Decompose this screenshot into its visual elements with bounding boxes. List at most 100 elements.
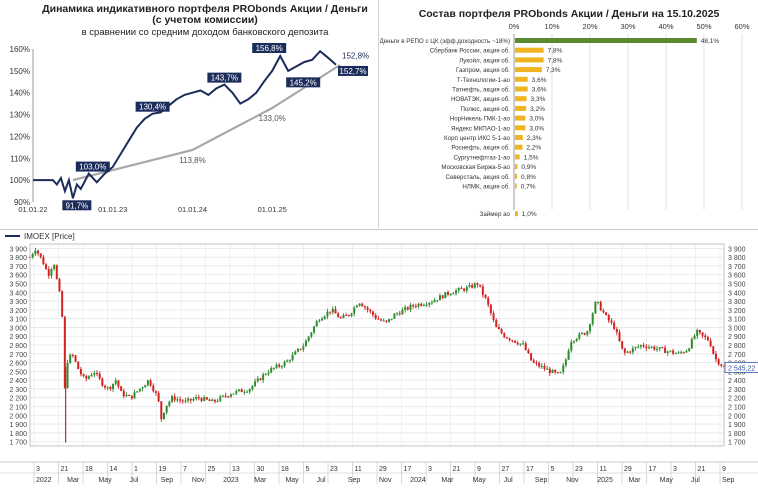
chart3-candle-body bbox=[256, 378, 259, 382]
chart3-candle-body bbox=[63, 316, 66, 388]
chart3-candle-body bbox=[430, 302, 433, 304]
chart2-bar bbox=[515, 105, 527, 111]
chart2-value-label: 1,0% bbox=[522, 211, 537, 218]
chart3-candle-body bbox=[656, 348, 659, 350]
chart3-candle-body bbox=[473, 283, 476, 288]
chart3-y-tick-right: 2 200 bbox=[728, 396, 746, 403]
chart3-candle-body bbox=[650, 346, 653, 348]
chart1-x-tick: 01.01.23 bbox=[98, 205, 127, 214]
chart3-candle-body bbox=[189, 398, 192, 401]
chart3-candle-body bbox=[79, 368, 82, 375]
chart3-candle-body bbox=[213, 399, 216, 402]
chart3-candle-body bbox=[278, 364, 281, 367]
chart3-candle-body bbox=[288, 360, 291, 362]
chart3-candle-body bbox=[396, 313, 399, 315]
chart3-candle-body bbox=[530, 353, 533, 361]
chart3-candle-body bbox=[313, 326, 316, 333]
chart3-candle-body bbox=[519, 343, 522, 345]
chart3-candle-body bbox=[144, 385, 147, 388]
chart3-candle-body bbox=[224, 395, 227, 397]
chart2-bar-row: Лукойл, акция об. 7,8% bbox=[459, 57, 563, 64]
chart3-time-label-top: 3 bbox=[673, 466, 677, 473]
chart3-time-label-top: 21 bbox=[453, 466, 461, 473]
chart3-time-label-top: 29 bbox=[379, 466, 387, 473]
chart2-x-tick: 10% bbox=[544, 22, 559, 31]
chart3-candle-body bbox=[42, 257, 45, 265]
chart2-x-tick: 30% bbox=[620, 22, 635, 31]
chart3-candle-body bbox=[208, 399, 211, 402]
chart1-y-tick: 100% bbox=[10, 176, 30, 185]
chart3-candle-body bbox=[505, 337, 508, 339]
chart2-value-label: 2,3% bbox=[527, 135, 542, 142]
chart3-candle-body bbox=[377, 318, 380, 320]
chart3-time-label-top: 17 bbox=[526, 466, 534, 473]
chart3-candle-body bbox=[674, 353, 677, 355]
chart3-candle-body bbox=[154, 391, 157, 393]
chart1-x-tick: 01.01.24 bbox=[178, 205, 207, 214]
chart3-y-tick-right: 2 400 bbox=[728, 378, 746, 385]
chart3-candle-body bbox=[235, 390, 238, 394]
chart3-time-label-bottom: 2025 bbox=[597, 477, 613, 484]
chart2-value-label: 2,2% bbox=[526, 145, 541, 152]
chart3-candle-body bbox=[489, 304, 492, 314]
portfolio-dynamics-chart: Динамика индикативного портфеля PRObonds… bbox=[0, 0, 379, 228]
chart3-candle-body bbox=[500, 329, 503, 334]
chart3-candle-body bbox=[345, 315, 348, 317]
chart2-x-tick: 40% bbox=[658, 22, 673, 31]
chart3-time-label-top: 13 bbox=[232, 466, 240, 473]
chart2-bar bbox=[515, 183, 517, 189]
chart2-category-label: НЛМК, акция об. bbox=[462, 184, 510, 191]
chart3-candle-body bbox=[283, 361, 286, 367]
chart3-candle-body bbox=[591, 313, 594, 325]
portfolio-dynamics-svg: Динамика индикативного портфеля PRObonds… bbox=[10, 3, 370, 214]
chart3-candle-body bbox=[77, 361, 80, 369]
chart2-bar bbox=[515, 86, 528, 92]
chart3-y-tick-left: 2 400 bbox=[9, 378, 27, 385]
chart3-time-label-top: 25 bbox=[208, 466, 216, 473]
chart1-title-line2: (с учетом комиссии) bbox=[152, 14, 258, 26]
chart2-value-label: 1,5% bbox=[524, 154, 539, 161]
chart3-candle-body bbox=[414, 306, 417, 308]
chart3-time-label-bottom: Mar bbox=[628, 477, 641, 484]
chart2-value-label: 0,9% bbox=[521, 164, 536, 171]
chart2-x-tick: 20% bbox=[582, 22, 597, 31]
chart3-candle-body bbox=[371, 311, 374, 315]
chart3-candle-body bbox=[254, 381, 257, 386]
chart2-bar-row: Московская Биржа-5-ао 0,9% bbox=[441, 164, 536, 171]
chart3-candle-body bbox=[398, 313, 401, 315]
chart3-candle-body bbox=[339, 317, 342, 319]
chart2-x-tick: 60% bbox=[734, 22, 749, 31]
chart3-candle-body bbox=[626, 351, 629, 353]
chart3-candle-body bbox=[61, 291, 64, 317]
chart3-candle-body bbox=[342, 315, 345, 318]
chart3-time-label-top: 23 bbox=[575, 466, 583, 473]
chart3-candle-body bbox=[642, 345, 645, 347]
chart3-y-tick-left: 1 700 bbox=[9, 440, 27, 447]
chart3-candle-body bbox=[128, 395, 131, 397]
chart3-candle-body bbox=[238, 389, 241, 391]
chart3-candle-body bbox=[583, 332, 586, 335]
chart3-time-label-top: 9 bbox=[722, 466, 726, 473]
chart3-candle-body bbox=[165, 405, 168, 413]
chart2-bar bbox=[515, 57, 544, 63]
chart3-candle-body bbox=[122, 390, 125, 397]
chart2-bar-row: Сургутнефтгаз-1-ао 1,5% bbox=[453, 154, 539, 161]
chart3-candle-body bbox=[302, 346, 305, 350]
chart3-candle-body bbox=[672, 350, 675, 354]
chart3-candle-body bbox=[575, 338, 578, 341]
chart3-candle-body bbox=[564, 359, 567, 366]
chart3-candle-body bbox=[540, 365, 543, 367]
chart3-y-tick-left: 3 400 bbox=[9, 290, 27, 297]
chart3-candle-body bbox=[101, 378, 104, 386]
chart3-time-label-top: 5 bbox=[551, 466, 555, 473]
chart3-candle-body bbox=[358, 303, 361, 306]
chart3-candle-body bbox=[275, 364, 278, 368]
chart3-y-tick-left: 3 700 bbox=[9, 264, 27, 271]
chart3-candle-body bbox=[179, 399, 182, 401]
chart3-candle-body bbox=[578, 333, 581, 339]
chart3-y-tick-right: 2 100 bbox=[728, 404, 746, 411]
chart3-candle-body bbox=[37, 250, 40, 254]
chart2-category-label: Лукойл, акция об. bbox=[459, 57, 510, 64]
chart2-bar bbox=[515, 154, 520, 160]
chart3-candle-body bbox=[685, 351, 688, 353]
